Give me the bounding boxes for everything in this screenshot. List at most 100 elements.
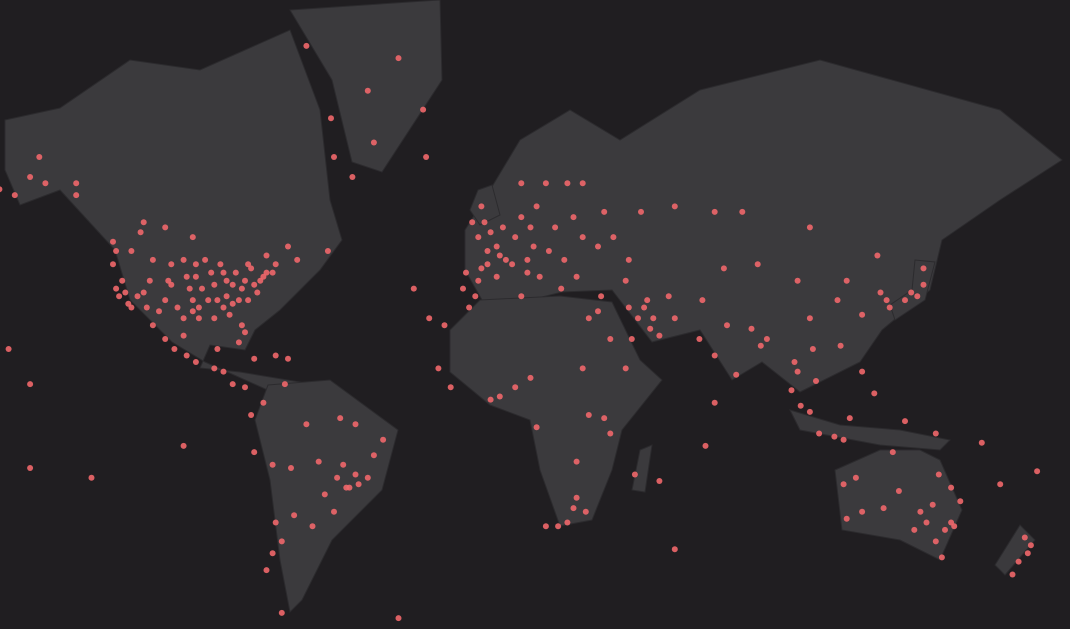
map-point[interactable] [426,315,433,322]
map-point[interactable] [189,234,196,241]
map-point[interactable] [932,538,939,545]
map-point[interactable] [475,277,482,284]
map-point[interactable] [208,269,215,276]
map-point[interactable] [997,481,1004,488]
map-point[interactable] [183,352,190,359]
map-point[interactable] [595,243,601,250]
map-point[interactable] [638,208,644,215]
map-point[interactable] [321,491,328,498]
map-point[interactable] [493,273,500,280]
map-point[interactable] [813,378,819,384]
map-point[interactable] [573,458,580,465]
map-point[interactable] [536,273,543,280]
map-point[interactable] [217,261,224,268]
map-point[interactable] [859,368,866,375]
map-point[interactable] [518,180,525,187]
map-point[interactable] [607,430,614,437]
map-point[interactable] [162,224,169,231]
map-point[interactable] [957,498,964,505]
map-point[interactable] [370,139,377,146]
map-point[interactable] [895,488,902,494]
map-point[interactable] [502,256,509,263]
map-point[interactable] [920,265,927,272]
map-point[interactable] [42,180,49,187]
map-point[interactable] [331,154,337,160]
map-point[interactable] [671,203,678,210]
map-point[interactable] [349,174,356,180]
map-point[interactable] [364,474,371,481]
map-point[interactable] [285,355,291,362]
map-point[interactable] [601,208,608,215]
map-point[interactable] [263,567,270,574]
map-point[interactable] [245,297,252,304]
map-point[interactable] [641,304,648,311]
map-point[interactable] [656,478,663,484]
map-point[interactable] [484,261,491,268]
map-point[interactable] [582,508,589,515]
map-point[interactable] [195,315,202,322]
map-point[interactable] [573,494,580,501]
map-point[interactable] [269,550,276,557]
map-point[interactable] [248,265,255,272]
map-point[interactable] [235,339,242,346]
map-point[interactable] [831,433,838,440]
map-point[interactable] [110,261,116,268]
map-point[interactable] [806,224,813,231]
map-point[interactable] [110,238,116,245]
map-point[interactable] [88,474,95,481]
map-point[interactable] [601,415,608,422]
map-point[interactable] [487,229,494,236]
map-point[interactable] [647,325,654,332]
map-point[interactable] [269,461,276,468]
map-point[interactable] [113,248,120,254]
map-point[interactable] [447,384,454,391]
map-point[interactable] [948,519,955,526]
map-point[interactable] [763,336,770,342]
map-point[interactable] [757,342,764,349]
map-point[interactable] [938,554,945,561]
map-point[interactable] [435,365,442,372]
map-point[interactable] [816,430,823,437]
map-point[interactable] [143,304,150,311]
map-point[interactable] [478,203,485,210]
map-point[interactable] [334,474,341,481]
map-point[interactable] [978,439,985,446]
map-point[interactable] [149,256,156,263]
map-point[interactable] [914,293,921,300]
map-point[interactable] [199,285,205,292]
map-point[interactable] [533,203,540,210]
map-point[interactable] [242,384,248,391]
map-point[interactable] [257,277,264,284]
map-point[interactable] [806,408,813,415]
map-point[interactable] [579,365,586,372]
map-point[interactable] [834,297,841,304]
map-point[interactable] [625,304,632,311]
map-point[interactable] [622,277,629,284]
map-point[interactable] [585,315,592,322]
map-point[interactable] [797,402,804,409]
map-point[interactable] [352,471,359,478]
map-point[interactable] [180,442,187,449]
map-point[interactable] [260,399,267,406]
map-point[interactable] [499,224,506,231]
map-point[interactable] [481,219,488,226]
map-point[interactable] [533,424,540,431]
map-point[interactable] [671,315,678,322]
map-point[interactable] [370,452,377,459]
map-point[interactable] [527,224,534,231]
map-point[interactable] [192,273,199,280]
map-point[interactable] [935,471,942,478]
map-point[interactable] [192,261,199,268]
map-point[interactable] [245,261,252,268]
map-point[interactable] [395,615,402,622]
map-point[interactable] [1021,534,1028,541]
map-point[interactable] [156,308,162,315]
map-point[interactable] [650,315,657,322]
map-point[interactable] [530,243,537,250]
map-point[interactable] [460,285,466,292]
map-point[interactable] [272,352,279,359]
map-point[interactable] [484,248,491,254]
map-point[interactable] [303,421,310,428]
